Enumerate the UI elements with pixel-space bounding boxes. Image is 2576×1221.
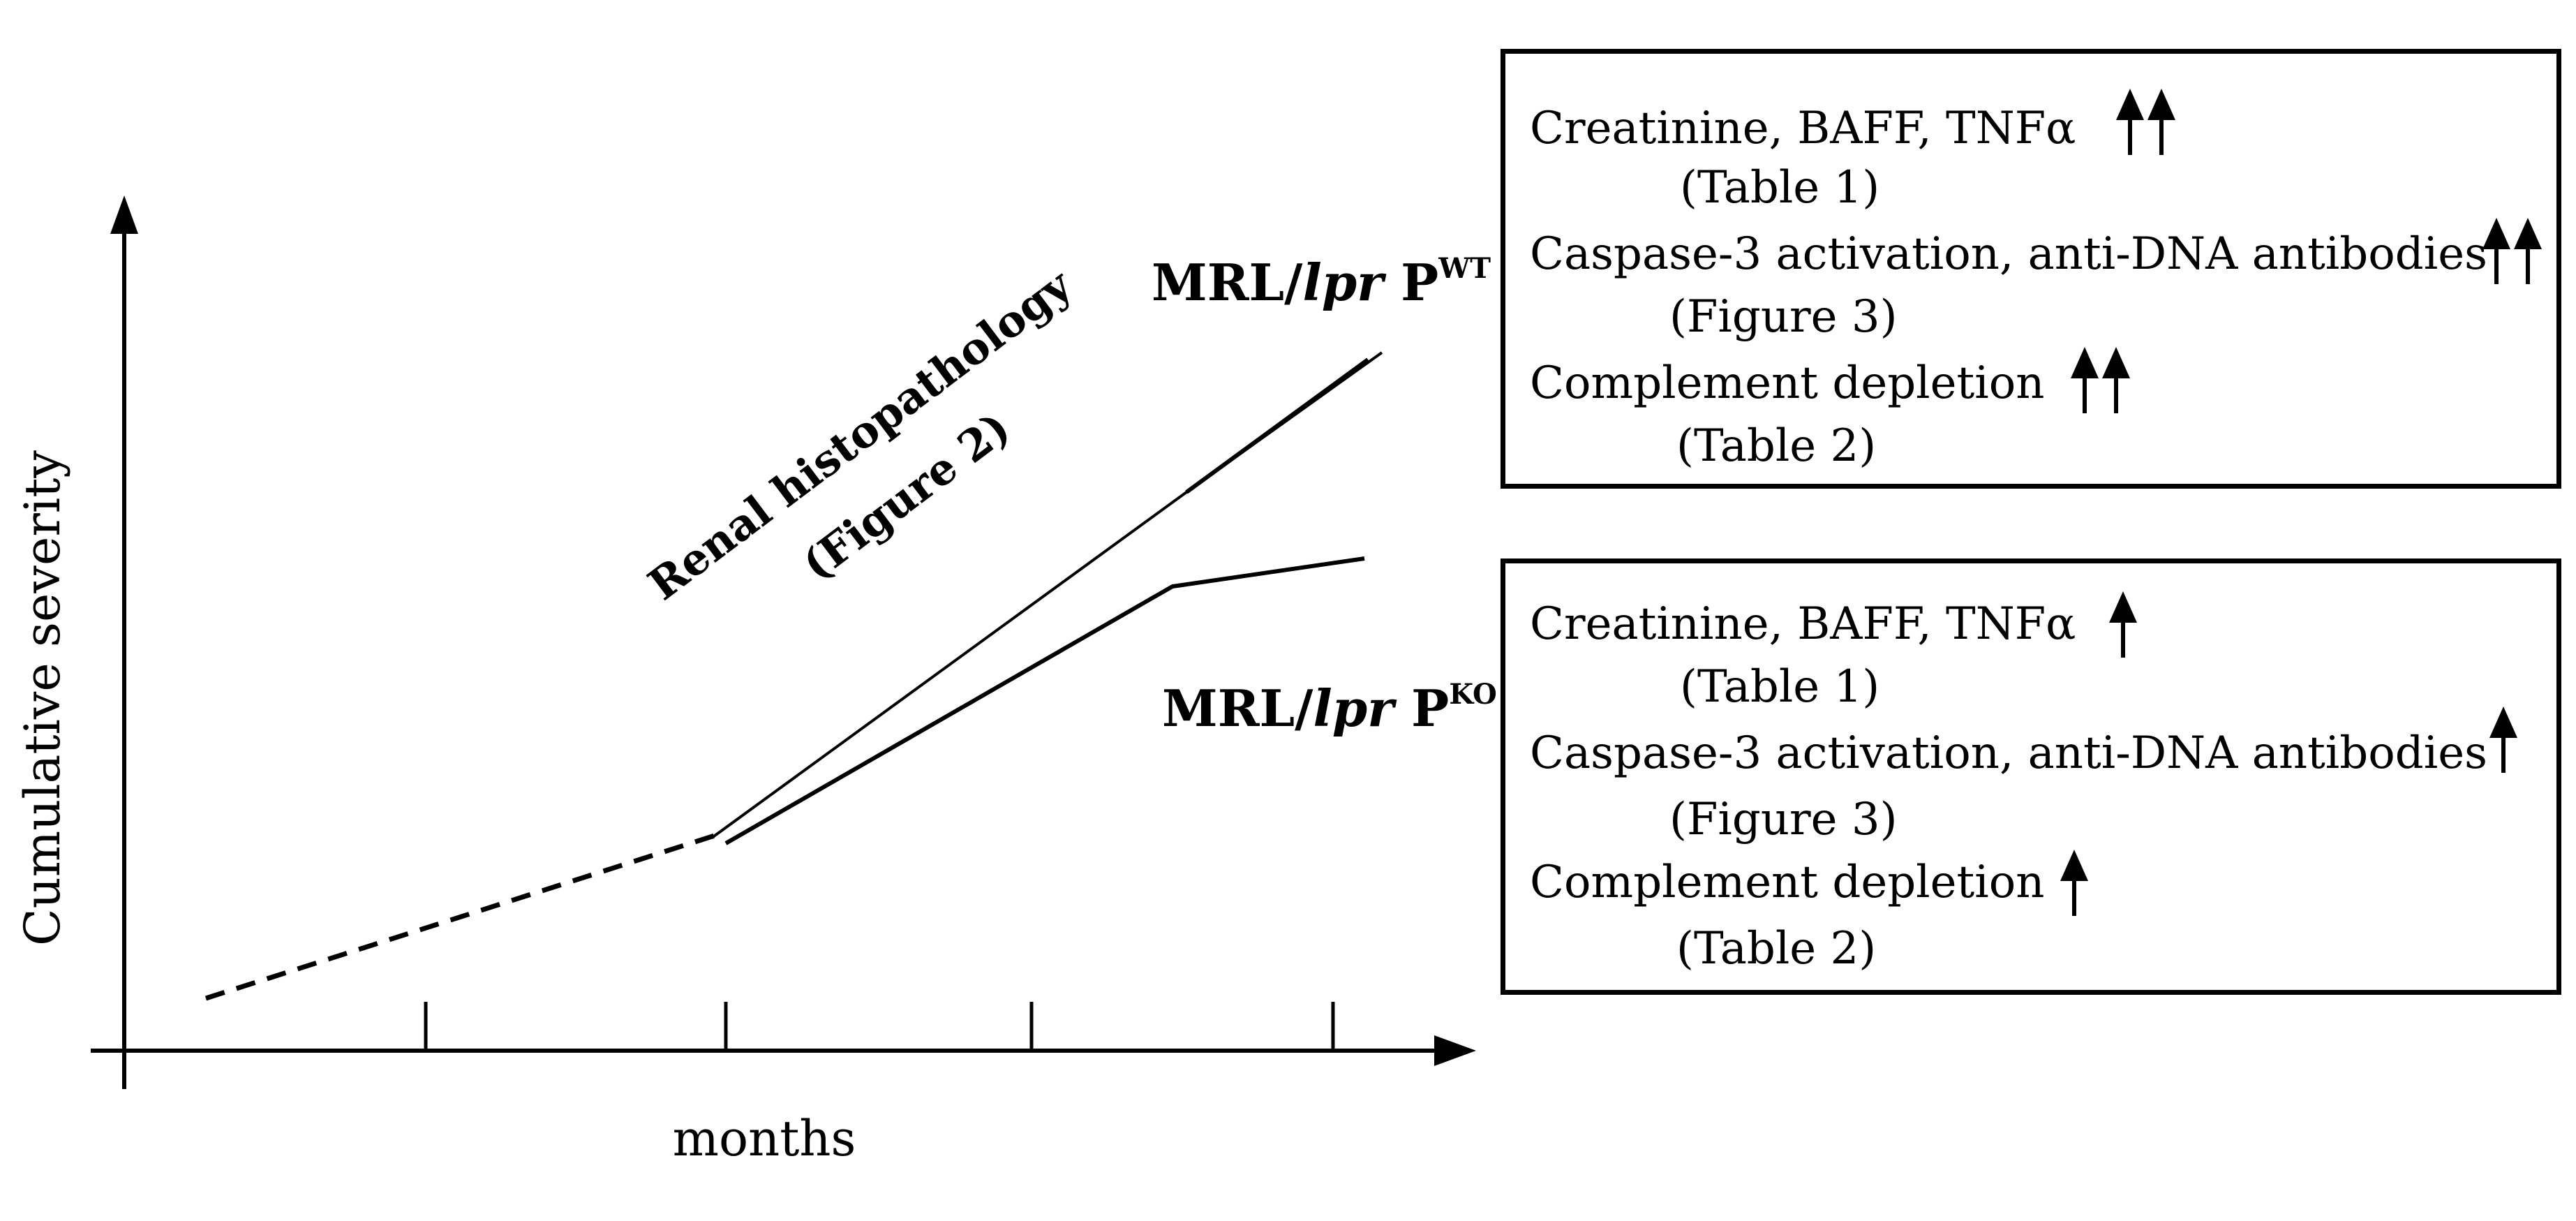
ko-row-table1: (Table 1)	[1680, 661, 1880, 713]
ko-severity-line	[724, 556, 1365, 845]
ko-findings-box: Creatinine, BAFF, TNFα (Table 1) Caspase…	[1501, 558, 2561, 995]
wt-findings-box: Creatinine, BAFF, TNFα (Table 1) Caspase…	[1501, 49, 2561, 489]
wt-row-table1: (Table 1)	[1680, 162, 1880, 214]
single-up-arrow-icon	[2109, 591, 2137, 658]
x-axis-arrowhead	[1434, 1035, 1476, 1066]
wt-severity-line-upper	[1185, 357, 1369, 494]
ko-row-table2: (Table 2)	[1676, 923, 1877, 975]
y-axis-arrowhead	[110, 195, 138, 234]
double-up-arrow-icon	[2071, 347, 2130, 413]
double-up-arrow-icon	[2116, 89, 2175, 155]
wt-row-table2: (Table 2)	[1676, 420, 1877, 472]
wt-row-caspase: Caspase-3 activation, anti-DNA antibodie…	[1530, 228, 2487, 280]
ko-row-creatinine: Creatinine, BAFF, TNFα	[1530, 598, 2076, 650]
y-axis-label: Cumulative severity	[14, 450, 71, 946]
strain-label-ko: MRL/lpr PKO	[1162, 678, 1497, 738]
wt-row-creatinine: Creatinine, BAFF, TNFα	[1530, 103, 2076, 154]
early-phase-dashed-line	[204, 831, 720, 1001]
wt-row-figure3: (Figure 3)	[1669, 291, 1898, 343]
single-up-arrow-icon	[2489, 706, 2517, 773]
single-up-arrow-icon	[2060, 850, 2088, 916]
ko-row-figure3: (Figure 3)	[1669, 794, 1898, 845]
ko-row-caspase: Caspase-3 activation, anti-DNA antibodie…	[1530, 727, 2487, 779]
wt-row-complement: Complement depletion	[1530, 357, 2045, 409]
double-up-arrow-icon	[2482, 218, 2542, 284]
ko-row-complement: Complement depletion	[1530, 857, 2045, 908]
strain-label-wt: MRL/lpr PWT	[1152, 252, 1491, 312]
x-axis-label: months	[673, 1110, 856, 1167]
